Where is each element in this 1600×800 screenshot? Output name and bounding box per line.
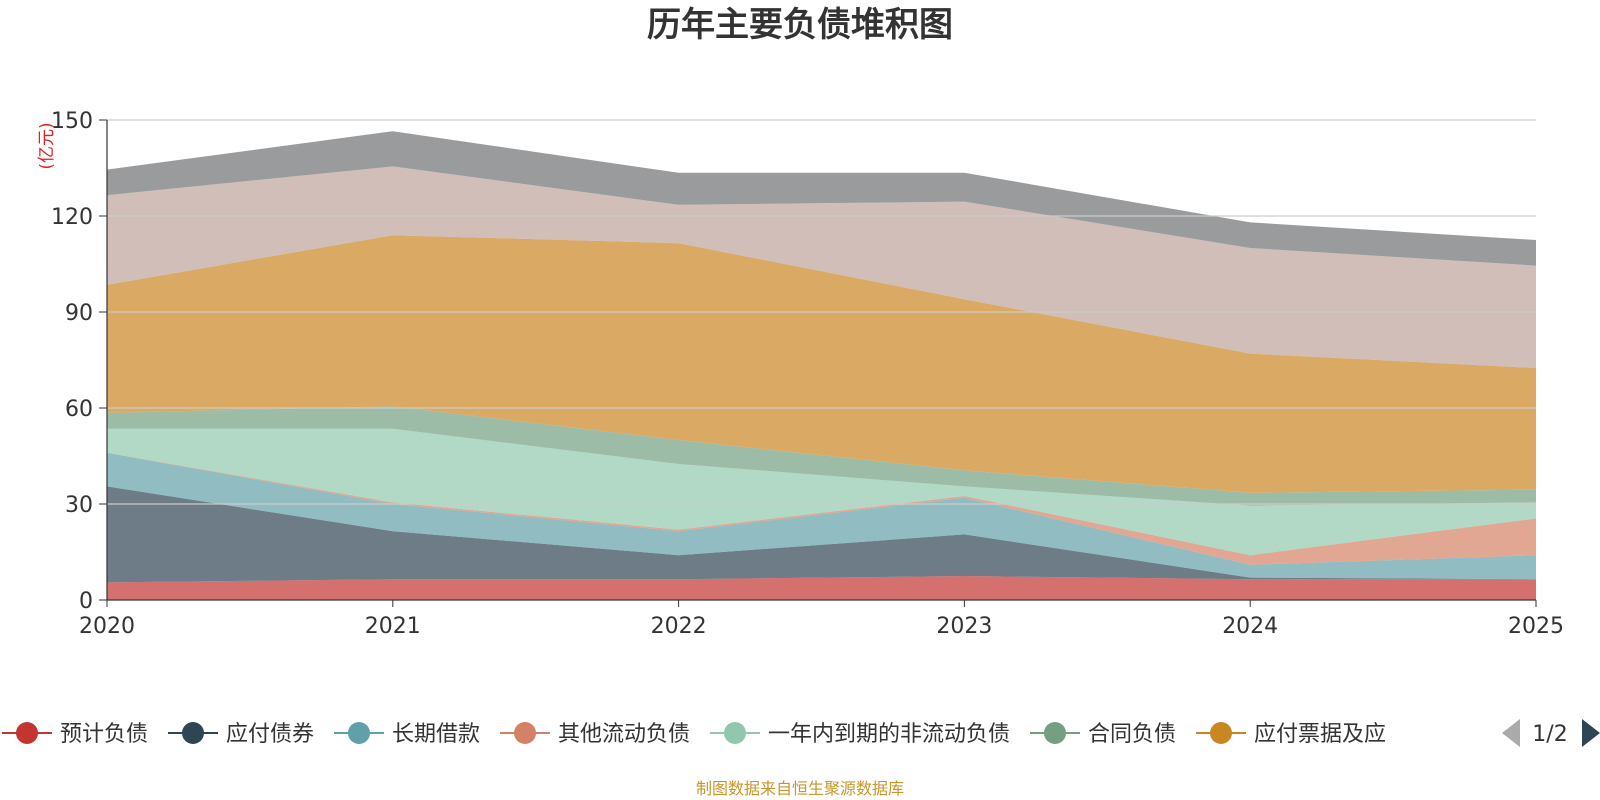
- y-tick-label: 30: [65, 493, 93, 518]
- y-axis-unit: (亿元): [37, 122, 57, 169]
- y-tick-label: 150: [51, 109, 93, 134]
- x-tick-label: 2022: [651, 614, 707, 639]
- area-series-5[interactable]: [107, 406, 1536, 506]
- area-series-7[interactable]: [107, 166, 1536, 368]
- area-series-4[interactable]: [107, 428, 1536, 556]
- y-tick-label: 60: [65, 397, 93, 422]
- chevron-left-icon[interactable]: [1502, 719, 1520, 747]
- area-series-6[interactable]: [107, 235, 1536, 493]
- legend-label: 应付票据及应: [1254, 722, 1386, 747]
- legend-label: 其他流动负债: [558, 722, 690, 747]
- x-tick-label: 2023: [936, 614, 992, 639]
- area-series-8[interactable]: [107, 131, 1536, 266]
- area-series-2[interactable]: [107, 452, 1536, 580]
- legend-item[interactable]: 合同负债: [1030, 722, 1176, 747]
- legend-item[interactable]: 一年内到期的非流动负债: [710, 722, 1010, 747]
- legend-label: 合同负债: [1088, 722, 1176, 747]
- legend-pager: 1/2: [1502, 719, 1600, 747]
- area-series-1[interactable]: [107, 486, 1536, 583]
- grid-layer: [107, 119, 1536, 505]
- area-series-3[interactable]: [107, 452, 1536, 565]
- source-note: 制图数据来自恒生聚源数据库: [696, 779, 904, 798]
- legend: 预计负债 应付债券 长期借款 其他流动负债 一年内到期的非流动负债 合同负债 应付票据及应: [2, 722, 1386, 747]
- legend-marker: [514, 722, 536, 744]
- legend-item[interactable]: 应付债券: [168, 722, 314, 747]
- legend-marker: [724, 722, 746, 744]
- y-tick-label: 120: [51, 205, 93, 230]
- legend-marker: [16, 722, 38, 744]
- chevron-right-icon[interactable]: [1582, 719, 1600, 747]
- y-tick-label: 90: [65, 301, 93, 326]
- legend-item[interactable]: 长期借款: [334, 722, 480, 747]
- legend-item[interactable]: 应付票据及应: [1196, 722, 1386, 747]
- area-series-0[interactable]: [107, 576, 1536, 600]
- x-tick-label: 2021: [365, 614, 421, 639]
- axes-layer: 0 30 60 90 120 150 2020 2021 2022 2023 2024 2025: [51, 109, 1564, 639]
- legend-marker: [348, 722, 370, 744]
- x-tick-label: 2025: [1508, 614, 1564, 639]
- legend-marker: [1044, 722, 1066, 744]
- y-tick-label: 0: [79, 589, 93, 614]
- legend-label: 一年内到期的非流动负债: [768, 722, 1010, 747]
- area-layer: [107, 131, 1536, 600]
- legend-label: 应付债券: [226, 722, 314, 747]
- legend-label: 预计负债: [60, 722, 148, 747]
- legend-label: 长期借款: [392, 722, 480, 747]
- legend-marker: [182, 722, 204, 744]
- legend-marker: [1210, 722, 1232, 744]
- chart-title: 历年主要负债堆积图: [647, 5, 953, 45]
- legend-item[interactable]: 预计负债: [2, 722, 148, 747]
- legend-item[interactable]: 其他流动负债: [500, 722, 690, 747]
- x-tick-label: 2020: [79, 614, 135, 639]
- x-tick-label: 2024: [1222, 614, 1278, 639]
- legend-page-indicator: 1/2: [1532, 722, 1567, 747]
